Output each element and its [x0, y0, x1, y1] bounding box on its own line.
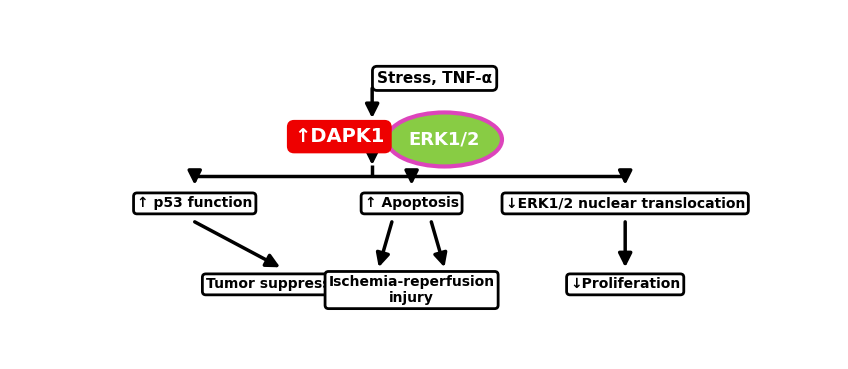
Text: ↑ Apoptosis: ↑ Apoptosis: [365, 196, 459, 210]
Text: Stress, TNF-α: Stress, TNF-α: [377, 71, 492, 86]
Text: Ischemia-reperfusion
injury: Ischemia-reperfusion injury: [328, 275, 494, 305]
Text: ↓Proliferation: ↓Proliferation: [570, 277, 680, 292]
Text: ERK1/2: ERK1/2: [409, 131, 480, 148]
Ellipse shape: [387, 113, 502, 166]
Text: Tumor suppression: Tumor suppression: [206, 277, 354, 292]
Text: ↑ p53 function: ↑ p53 function: [137, 196, 253, 210]
Text: ↓ERK1/2 nuclear translocation: ↓ERK1/2 nuclear translocation: [505, 196, 745, 210]
Text: ↑DAPK1: ↑DAPK1: [294, 127, 384, 146]
